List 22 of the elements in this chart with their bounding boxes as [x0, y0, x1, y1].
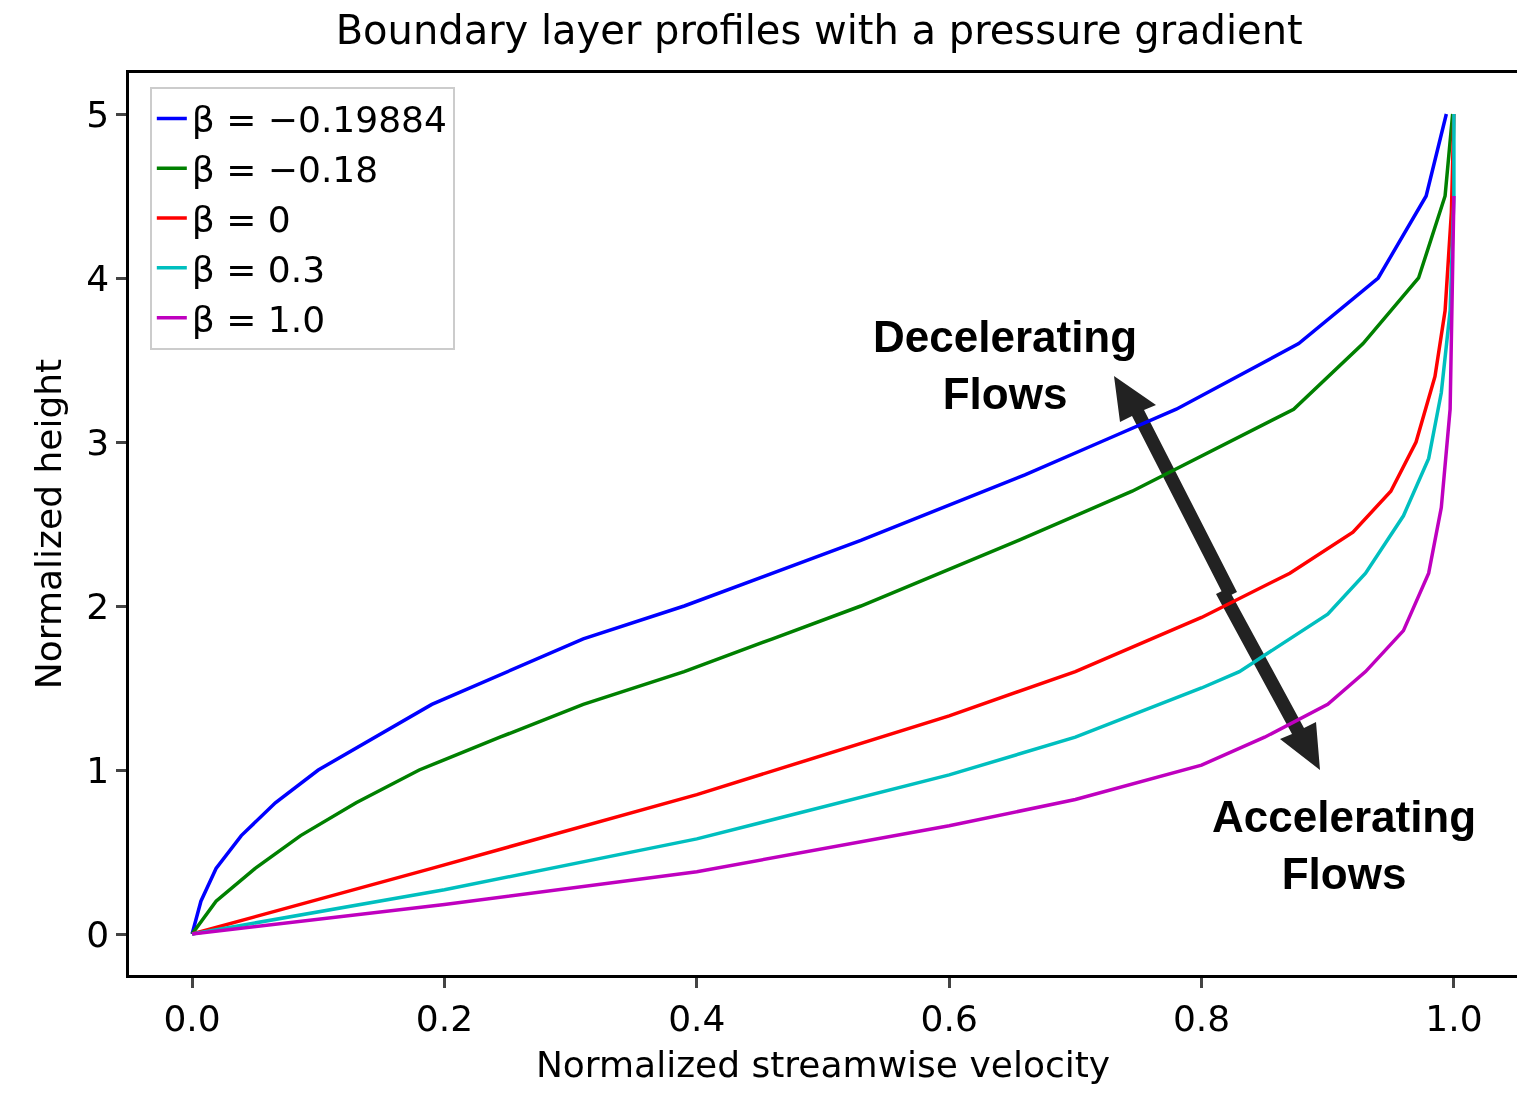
annotation: Accelerating Flows	[1212, 792, 1477, 899]
y-tick-label: 3	[86, 421, 110, 463]
y-tick-label: 1	[86, 749, 110, 791]
chart-title: Boundary layer profiles with a pressure gradient	[335, 7, 1303, 54]
legend-label: β = 0	[191, 199, 291, 241]
y-tick-label: 0	[86, 913, 110, 955]
x-tick-label: 0.2	[415, 997, 474, 1039]
y-tick-label: 5	[86, 93, 110, 135]
x-axis-title: Normalized streamwise velocity	[535, 1043, 1111, 1085]
y-tick-label: 4	[86, 257, 110, 299]
x-tick-label: 1.0	[1425, 997, 1483, 1039]
y-axis-title: Normalized height	[28, 358, 70, 690]
legend-label: β = 0.3	[191, 248, 326, 290]
x-tick-label: 0.4	[668, 997, 726, 1039]
x-tick-label: 0.8	[1172, 997, 1231, 1039]
legend-label: β = −0.19884	[191, 99, 447, 141]
x-tick-label: 0.6	[920, 997, 978, 1039]
x-tick-label: 0.0	[163, 997, 221, 1039]
annotation: Decelerating Flows	[873, 312, 1138, 419]
legend-label: β = −0.18	[191, 149, 379, 191]
legend-label: β = 1.0	[191, 298, 326, 340]
y-tick-label: 2	[86, 585, 110, 627]
